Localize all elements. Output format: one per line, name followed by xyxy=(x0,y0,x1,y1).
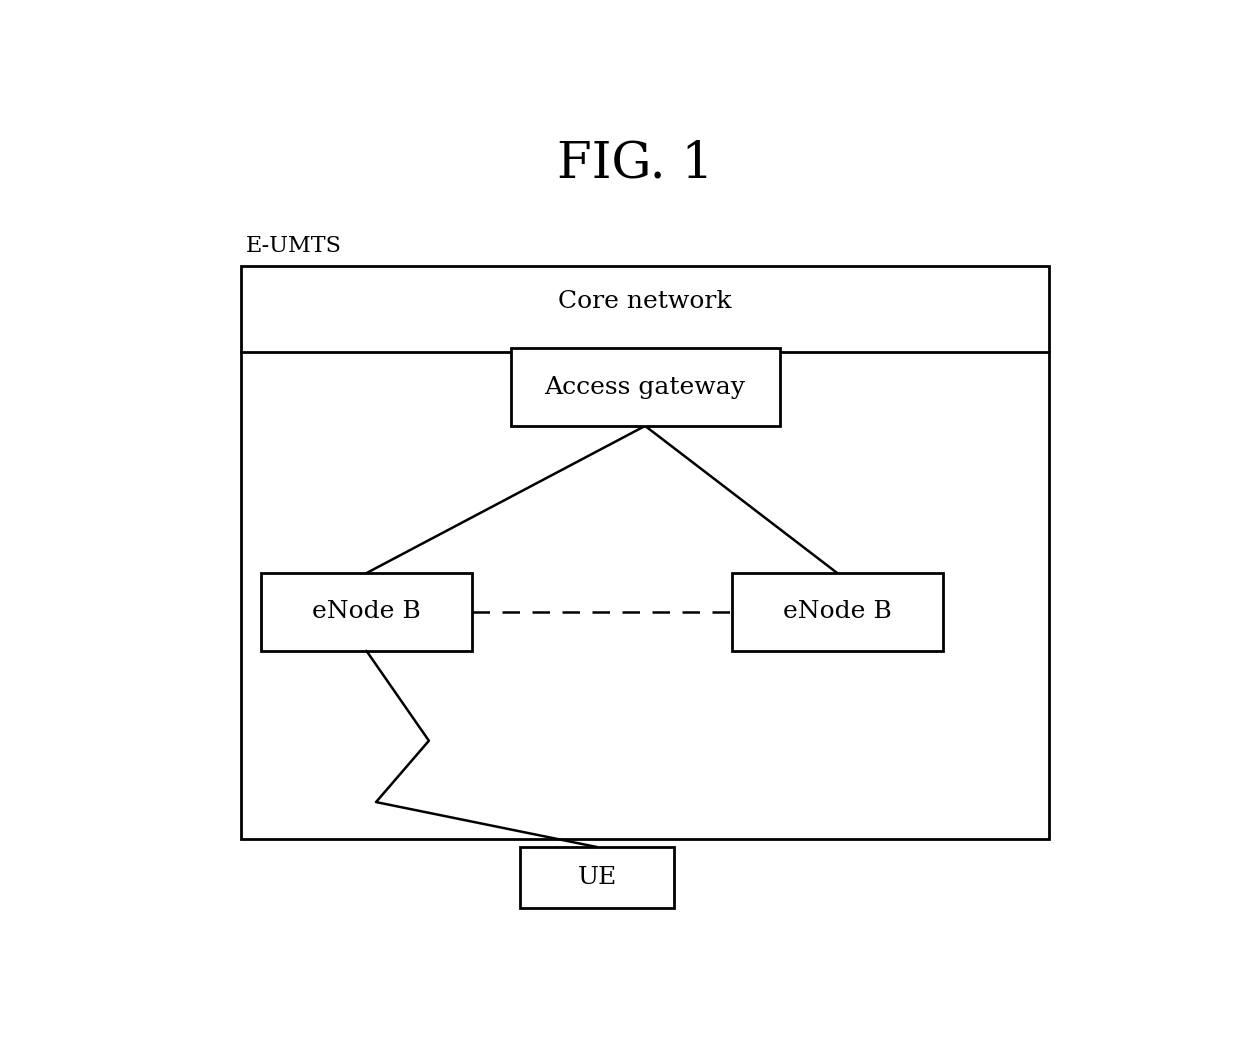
Text: Core network: Core network xyxy=(558,290,732,312)
Bar xyxy=(511,348,780,426)
Text: eNode B: eNode B xyxy=(312,600,420,623)
Text: eNode B: eNode B xyxy=(782,600,892,623)
Bar xyxy=(732,573,942,651)
Bar xyxy=(242,267,1049,839)
Bar xyxy=(521,847,675,908)
Text: FIG. 1: FIG. 1 xyxy=(557,139,714,189)
Text: UE: UE xyxy=(578,867,616,889)
Bar xyxy=(260,573,472,651)
Text: E-UMTS: E-UMTS xyxy=(247,235,342,257)
Text: Access gateway: Access gateway xyxy=(544,376,745,398)
